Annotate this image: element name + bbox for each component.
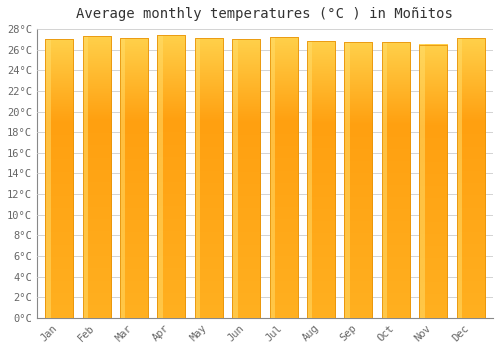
Bar (382, 42, 410, 318)
Bar (158, 35, 186, 318)
Bar (82, 36, 110, 318)
Bar (307, 41, 335, 318)
Title: Average monthly temperatures (°C ) in Moñitos: Average monthly temperatures (°C ) in Mo… (76, 7, 454, 21)
Bar (195, 38, 223, 318)
Bar (45, 39, 74, 318)
Bar (419, 44, 447, 318)
Bar (456, 38, 484, 318)
Bar (344, 42, 372, 318)
Bar (232, 39, 260, 318)
Bar (120, 38, 148, 318)
Bar (270, 37, 297, 318)
